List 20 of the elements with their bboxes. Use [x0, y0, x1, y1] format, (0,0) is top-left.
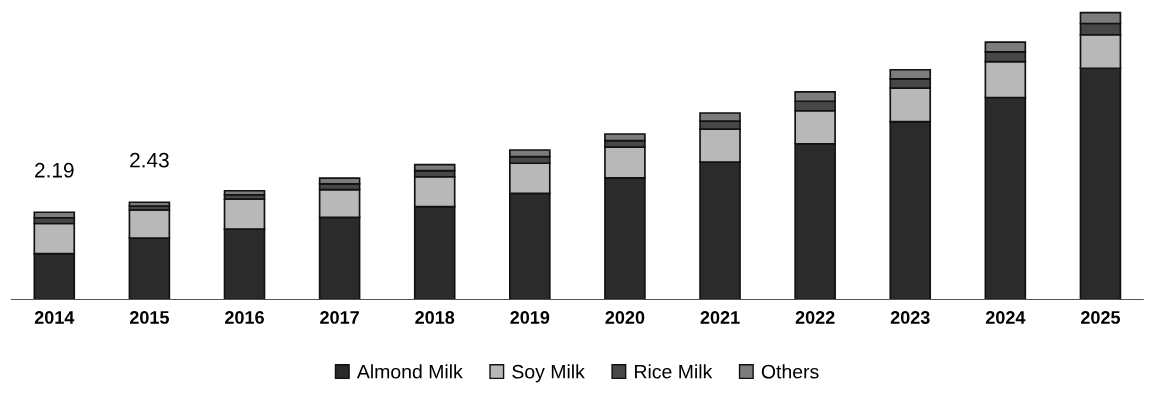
- x-tick-label: 2025: [1081, 311, 1121, 324]
- x-tick-label: 2023: [890, 311, 930, 324]
- bar: [223, 189, 266, 196]
- legend-label: Others: [761, 364, 819, 379]
- x-tick-label: 2016: [225, 311, 264, 324]
- annotation: 2.43: [130, 152, 169, 168]
- annotation: 2.19: [35, 162, 74, 178]
- x-tick-label: 2022: [795, 311, 835, 324]
- x-tick-label: 2015: [129, 311, 169, 324]
- x-tick-label: 2020: [605, 311, 645, 324]
- x-tick-label: 2018: [415, 311, 455, 324]
- x-tick-label: 2014: [34, 311, 75, 324]
- legend-label: Soy Milk: [512, 364, 585, 383]
- legend-label: Almond Milk: [356, 364, 463, 379]
- x-tick-label: 2019: [510, 311, 550, 324]
- x-tick-label: 2024: [985, 311, 1026, 324]
- bar: [128, 201, 171, 207]
- x-tick-label: 2017: [320, 311, 359, 324]
- x-tick-label: 2021: [700, 311, 740, 324]
- legend-label: Rice Milk: [635, 364, 713, 379]
